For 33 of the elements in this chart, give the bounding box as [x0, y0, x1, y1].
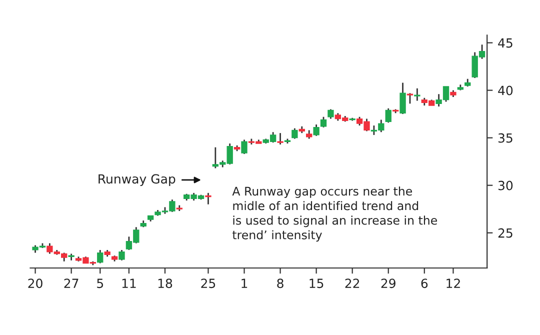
y-tick-label: 40	[498, 86, 513, 96]
candlestick	[241, 139, 248, 155]
candlestick	[385, 108, 392, 124]
x-tick-label: 18	[158, 278, 172, 288]
candlestick	[313, 124, 320, 137]
candlestick	[97, 249, 104, 264]
y-tick-label: 30	[498, 180, 513, 190]
x-tick-label: 22	[345, 278, 360, 288]
candlestick	[406, 92, 414, 104]
candlestick	[328, 108, 334, 120]
candlestick	[277, 132, 284, 146]
x-tick-label: 11	[122, 278, 136, 288]
x-tick-label: 5	[97, 278, 104, 288]
annotation: A Runway gap occurs near the midle of an identified trend and is used to signal an increase in the trend’ intensity	[232, 186, 437, 242]
x-tick-label: 1	[242, 278, 248, 288]
candlestick	[320, 116, 327, 128]
x-tick-label: 12	[446, 278, 460, 288]
annotation: Runway Gap	[98, 174, 176, 186]
candlestick	[118, 249, 125, 262]
x-tick-label: 27	[64, 278, 78, 288]
candlestick	[205, 192, 212, 206]
candlestick	[292, 128, 298, 140]
y-tick-label: 25	[498, 228, 512, 238]
candlestick	[400, 82, 406, 115]
x-tick-label: 8	[277, 278, 284, 288]
y-tick-label: 45	[498, 38, 512, 48]
candlestick	[414, 88, 420, 102]
y-tick-label: 35	[498, 133, 512, 143]
x-tick-label: 29	[381, 278, 396, 288]
x-tick-label: 15	[310, 278, 324, 288]
x-tick-label: 6	[421, 278, 428, 288]
x-tick-label: 25	[201, 278, 216, 288]
x-tick-label: 20	[28, 278, 42, 288]
